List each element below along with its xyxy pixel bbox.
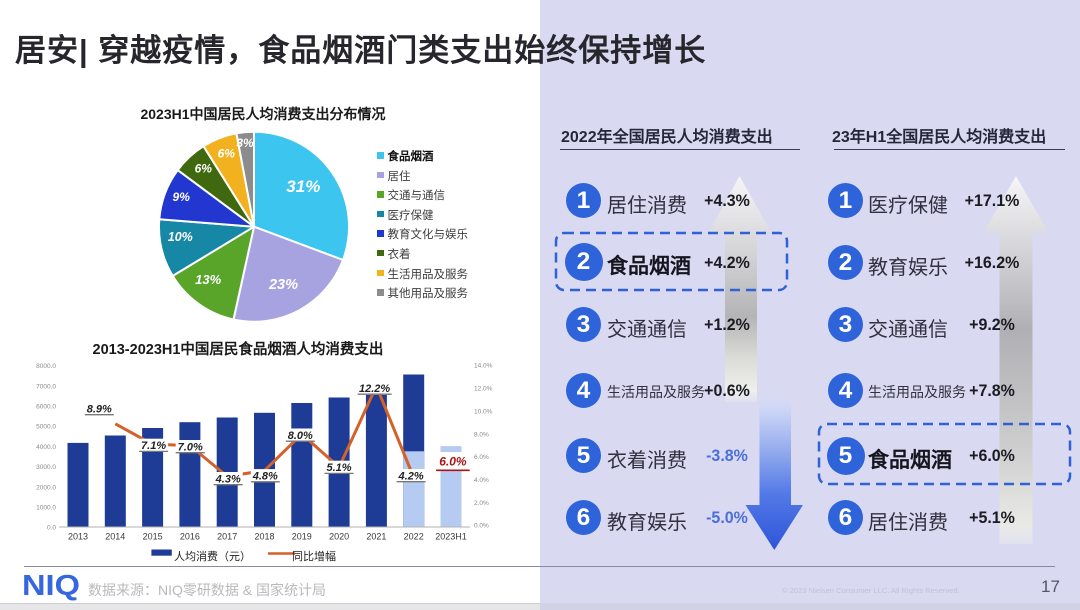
svg-text:8.9%: 8.9% [87,403,112,415]
svg-text:0.0: 0.0 [47,525,56,532]
svg-text:13%: 13% [195,272,221,287]
svg-text:2.0%: 2.0% [474,500,489,507]
svg-text:4.8%: 4.8% [252,471,278,483]
svg-text:2016: 2016 [180,532,200,542]
svg-text:6.0%: 6.0% [474,454,489,461]
svg-text:23%: 23% [268,277,298,293]
svg-text:2017: 2017 [217,532,237,542]
svg-text:10%: 10% [168,230,193,244]
svg-text:2000.0: 2000.0 [36,484,56,491]
svg-text:7000.0: 7000.0 [36,383,56,390]
svg-text:1000.0: 1000.0 [36,505,56,512]
svg-text:2023H1: 2023H1 [435,532,467,542]
svg-text:12.2%: 12.2% [359,383,390,395]
svg-text:2020: 2020 [329,532,349,542]
svg-text:4.0%: 4.0% [474,477,489,484]
svg-text:5.1%: 5.1% [326,462,351,474]
svg-text:4.3%: 4.3% [215,473,241,485]
svg-text:2018: 2018 [254,532,274,542]
svg-text:6.0%: 6.0% [439,454,467,468]
svg-text:2014: 2014 [105,532,125,542]
svg-text:3000.0: 3000.0 [36,464,56,471]
svg-text:8000.0: 8000.0 [36,363,56,370]
svg-text:7.1%: 7.1% [141,440,166,452]
svg-text:2013: 2013 [68,532,88,542]
svg-text:2019: 2019 [292,532,312,542]
svg-text:6%: 6% [218,147,236,161]
svg-text:12.0%: 12.0% [474,386,493,393]
svg-text:NIQ: NIQ [22,571,80,601]
svg-text:5000.0: 5000.0 [36,424,56,431]
svg-text:0.0%: 0.0% [474,523,489,530]
svg-text:2015: 2015 [143,532,163,542]
svg-text:10.0%: 10.0% [474,408,493,415]
svg-text:9%: 9% [173,190,191,204]
svg-text:14.0%: 14.0% [474,363,493,370]
svg-text:4000.0: 4000.0 [36,444,56,451]
svg-text:4.2%: 4.2% [398,470,424,482]
svg-text:8.0%: 8.0% [288,430,313,442]
svg-text:6000.0: 6000.0 [36,404,56,411]
svg-text:6%: 6% [195,161,213,175]
svg-text:31%: 31% [286,177,320,196]
svg-text:7.0%: 7.0% [178,441,203,453]
svg-text:3%: 3% [236,136,254,150]
svg-text:2022: 2022 [404,532,424,542]
svg-text:2021: 2021 [366,532,386,542]
svg-text:8.0%: 8.0% [474,431,489,438]
